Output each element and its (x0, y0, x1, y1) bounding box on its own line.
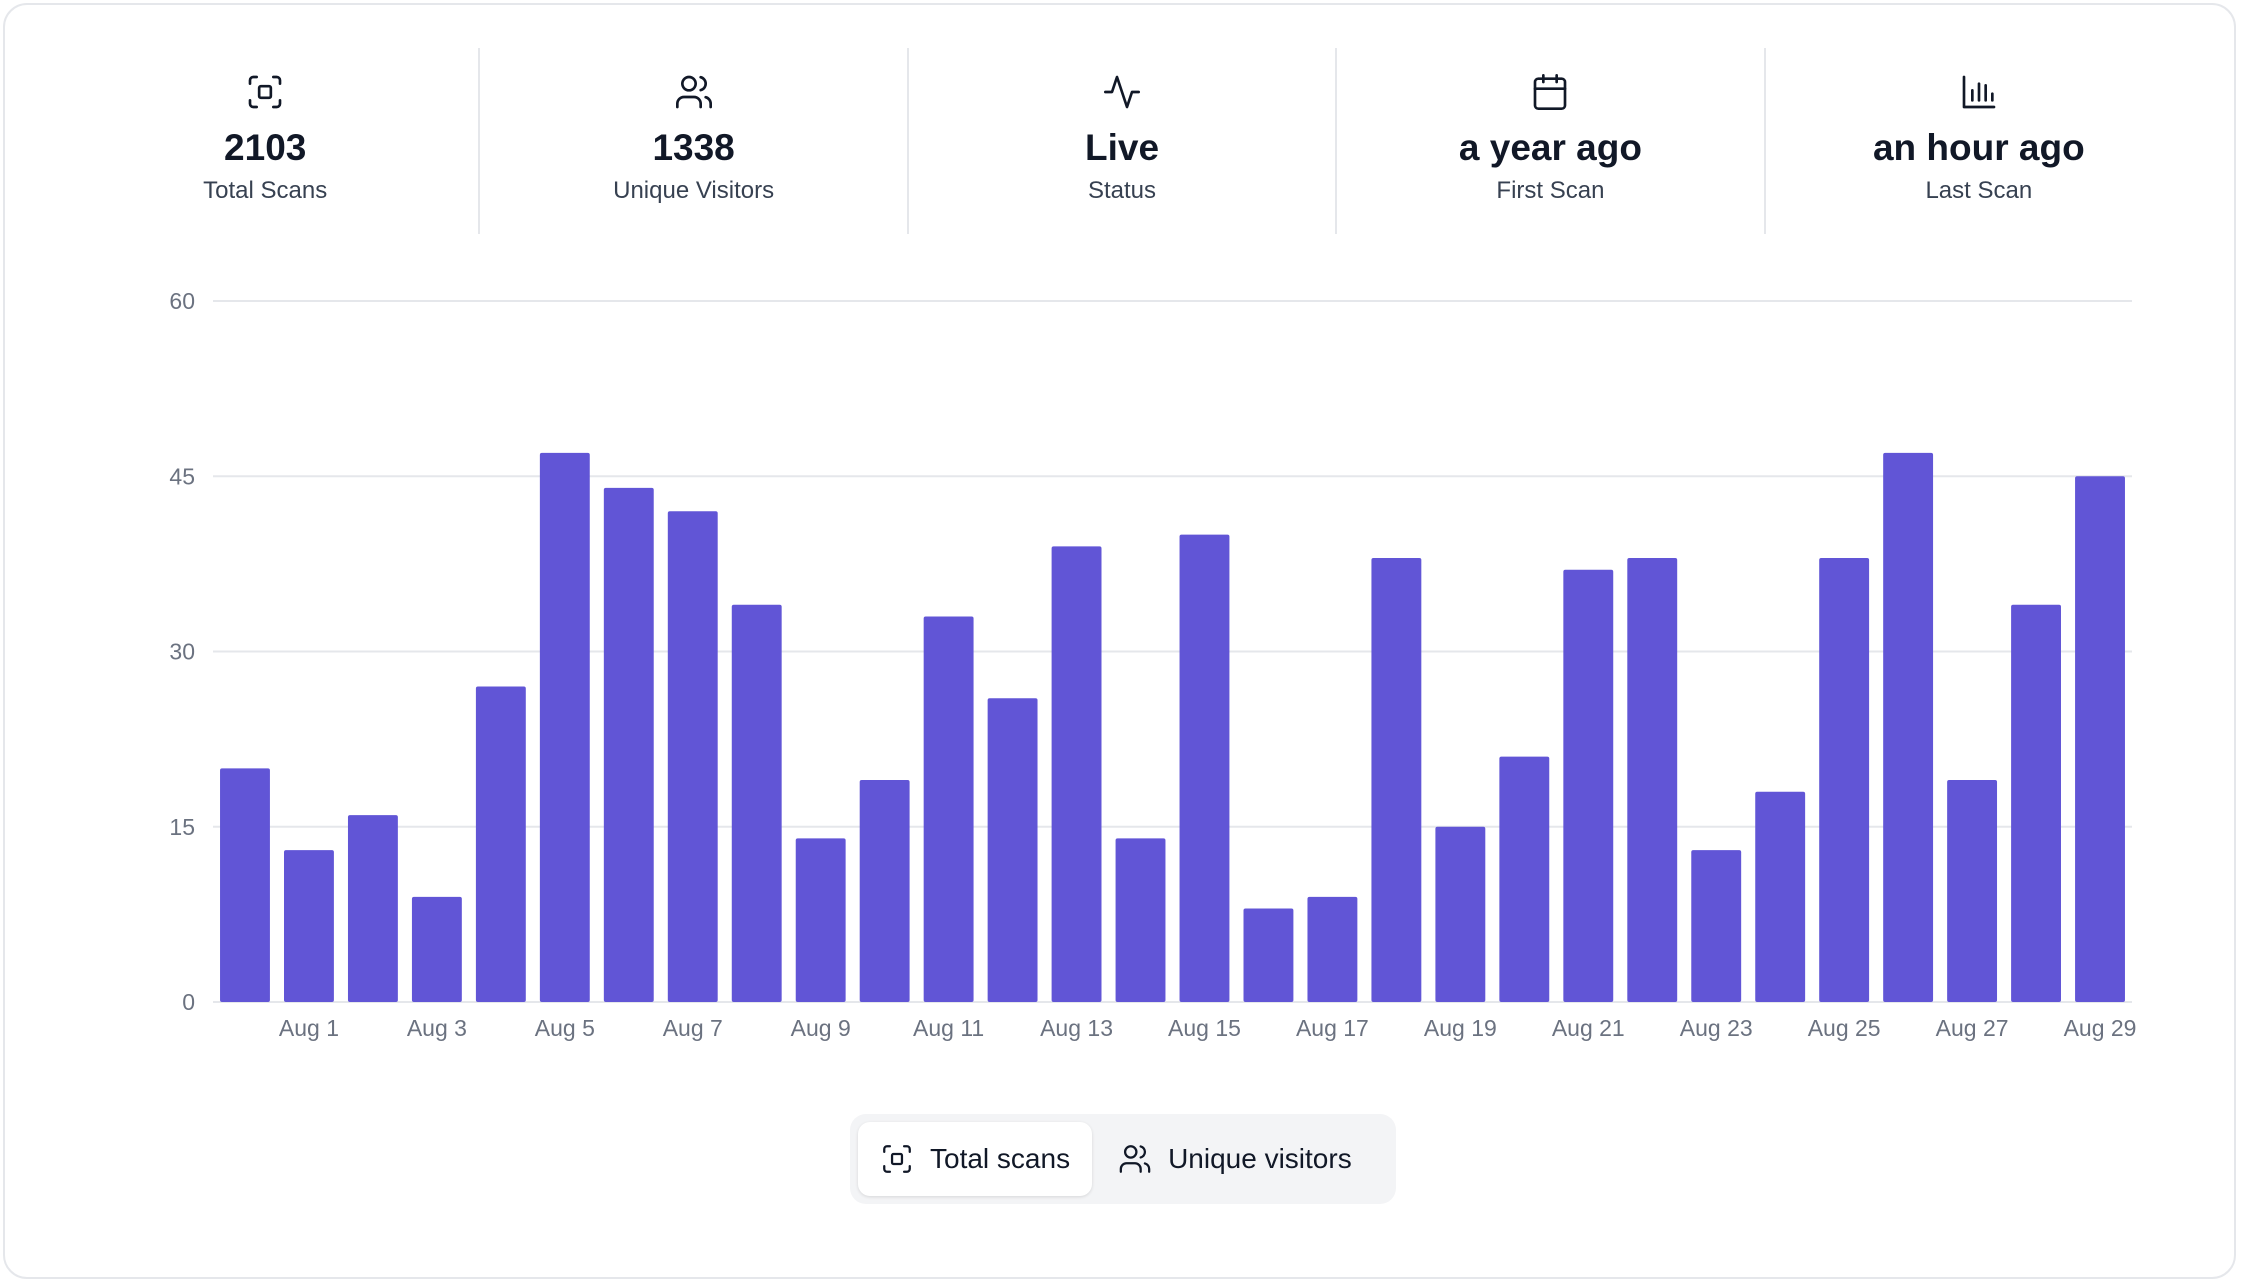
stat-label: Last Scan (1925, 177, 2033, 204)
stat-label: Status (1087, 177, 1157, 204)
activity-icon (1102, 72, 1142, 112)
bar (475, 686, 526, 1002)
x-tick-label: Aug 9 (791, 1015, 851, 1041)
y-tick-label: 60 (169, 288, 195, 314)
calendar-icon (1530, 72, 1570, 112)
total-scans-toggle[interactable]: Total scans (858, 1122, 1093, 1196)
stat-status: Live Status (909, 48, 1338, 234)
stat-label: Unique Visitors (613, 177, 775, 204)
users-icon (674, 72, 714, 112)
bar (859, 780, 910, 1002)
bar (2011, 604, 2061, 1002)
total-scans-label: Total scans (930, 1143, 1071, 1174)
x-tick-label: Aug 7 (663, 1015, 723, 1041)
bar (1563, 569, 1614, 1002)
stat-value: a year ago (1458, 127, 1642, 168)
bar (1627, 558, 1678, 1002)
y-tick-label: 15 (169, 814, 195, 840)
users-icon (1119, 1145, 1151, 1173)
bar (411, 896, 462, 1002)
bar (2075, 476, 2125, 1002)
bar (667, 511, 718, 1002)
bar (1819, 558, 1870, 1002)
stat-label: Total Scans (203, 177, 328, 204)
bar (284, 850, 334, 1002)
stat-total-scans: 2103 Total Scans (52, 48, 481, 234)
x-tick-label: Aug 29 (2064, 1015, 2137, 1041)
stats-row: 2103 Total Scans 1338 Unique Visitors Li… (52, 48, 2192, 234)
scan-icon (883, 1145, 911, 1173)
bar-chart-icon (1959, 72, 1999, 112)
bar (539, 452, 590, 1003)
bar (923, 616, 974, 1002)
x-tick-label: Aug 5 (535, 1015, 595, 1041)
bar (1435, 826, 1486, 1002)
y-tick-label: 45 (169, 463, 195, 489)
bar (731, 604, 782, 1002)
scan-icon (245, 72, 285, 112)
bar (1755, 791, 1806, 1002)
x-tick-label: Aug 25 (1808, 1015, 1881, 1041)
bar (1691, 850, 1742, 1002)
unique-visitors-label: Unique visitors (1168, 1143, 1352, 1174)
x-tick-label: Aug 27 (1936, 1015, 2009, 1041)
x-tick-label: Aug 3 (407, 1015, 467, 1041)
stat-value: Live (1084, 127, 1160, 168)
bar (1499, 756, 1550, 1002)
stat-value: 1338 (652, 127, 735, 168)
x-tick-label: Aug 15 (1168, 1015, 1241, 1041)
stat-value: 2103 (224, 127, 307, 168)
stat-value: an hour ago (1872, 127, 2085, 168)
bar (1947, 780, 1998, 1002)
bar (1179, 534, 1230, 1002)
x-tick-label: Aug 23 (1680, 1015, 1753, 1041)
y-tick-label: 30 (169, 639, 195, 665)
bar (220, 768, 270, 1002)
bar (603, 487, 654, 1002)
bar (1243, 908, 1294, 1002)
x-tick-label: Aug 21 (1552, 1015, 1625, 1041)
x-tick-label: Aug 13 (1040, 1015, 1113, 1041)
metric-toggle: Total scans Unique visitors (850, 1114, 1396, 1204)
bar (347, 815, 398, 1002)
y-tick-label: 0 (182, 989, 195, 1015)
stat-first-scan: a year ago First Scan (1337, 48, 1766, 234)
stat-label: First Scan (1496, 177, 1605, 204)
bar (1883, 452, 1934, 1003)
scans-bar-chart: 0 15 30 45 60 Aug 1 Aug 3 Aug 5 Aug 7 Aug 9 Aug 11… (169, 288, 2137, 1041)
bar (795, 838, 846, 1002)
stat-last-scan: an hour ago Last Scan (1766, 48, 2192, 234)
x-tick-label: Aug 11 (913, 1015, 984, 1041)
x-tick-label: Aug 19 (1424, 1015, 1497, 1041)
bar (1307, 896, 1358, 1002)
x-tick-label: Aug 1 (279, 1015, 339, 1041)
stat-unique-visitors: 1338 Unique Visitors (480, 48, 909, 234)
bar (1051, 546, 1102, 1002)
unique-visitors-toggle[interactable]: Unique visitors (1096, 1122, 1374, 1196)
bar (1115, 838, 1166, 1002)
bar (1371, 558, 1422, 1002)
bar (987, 698, 1038, 1002)
x-tick-label: Aug 17 (1296, 1015, 1369, 1041)
